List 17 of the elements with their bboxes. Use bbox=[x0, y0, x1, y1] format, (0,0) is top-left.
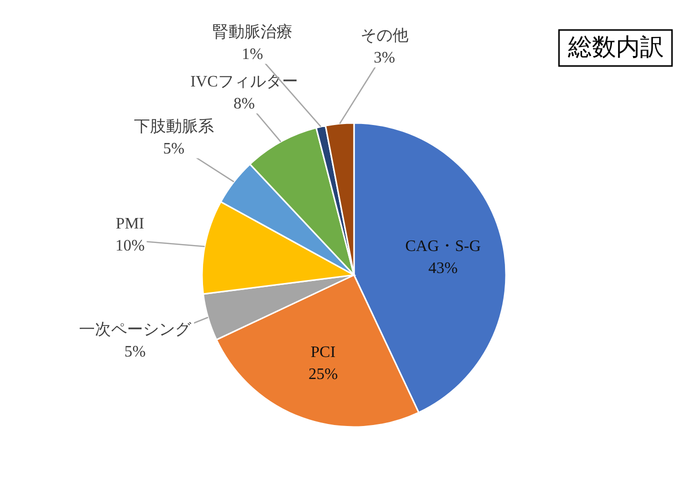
data-label: 8% bbox=[233, 95, 255, 112]
slice-label: 下肢動脈系 bbox=[134, 117, 214, 136]
data-label: 10% bbox=[115, 237, 145, 254]
slice-label: PCI bbox=[310, 344, 336, 361]
data-label: 25% bbox=[308, 366, 338, 383]
data-label: 5% bbox=[163, 140, 185, 158]
slice-label: 腎動脈治療 bbox=[212, 22, 292, 41]
data-label: 5% bbox=[124, 344, 146, 361]
slice-label: CAG・S-G bbox=[405, 238, 482, 256]
data-label: 3% bbox=[374, 49, 396, 66]
data-label: 1% bbox=[242, 46, 264, 63]
slice-label: IVCフィルター bbox=[190, 73, 298, 90]
text: 総数内訳 bbox=[567, 35, 664, 61]
slice-label: PMI bbox=[116, 215, 144, 232]
data-label: 43% bbox=[428, 260, 458, 278]
slice-label: その他 bbox=[360, 27, 408, 44]
slice-label: 一次ペーシング bbox=[79, 322, 192, 339]
